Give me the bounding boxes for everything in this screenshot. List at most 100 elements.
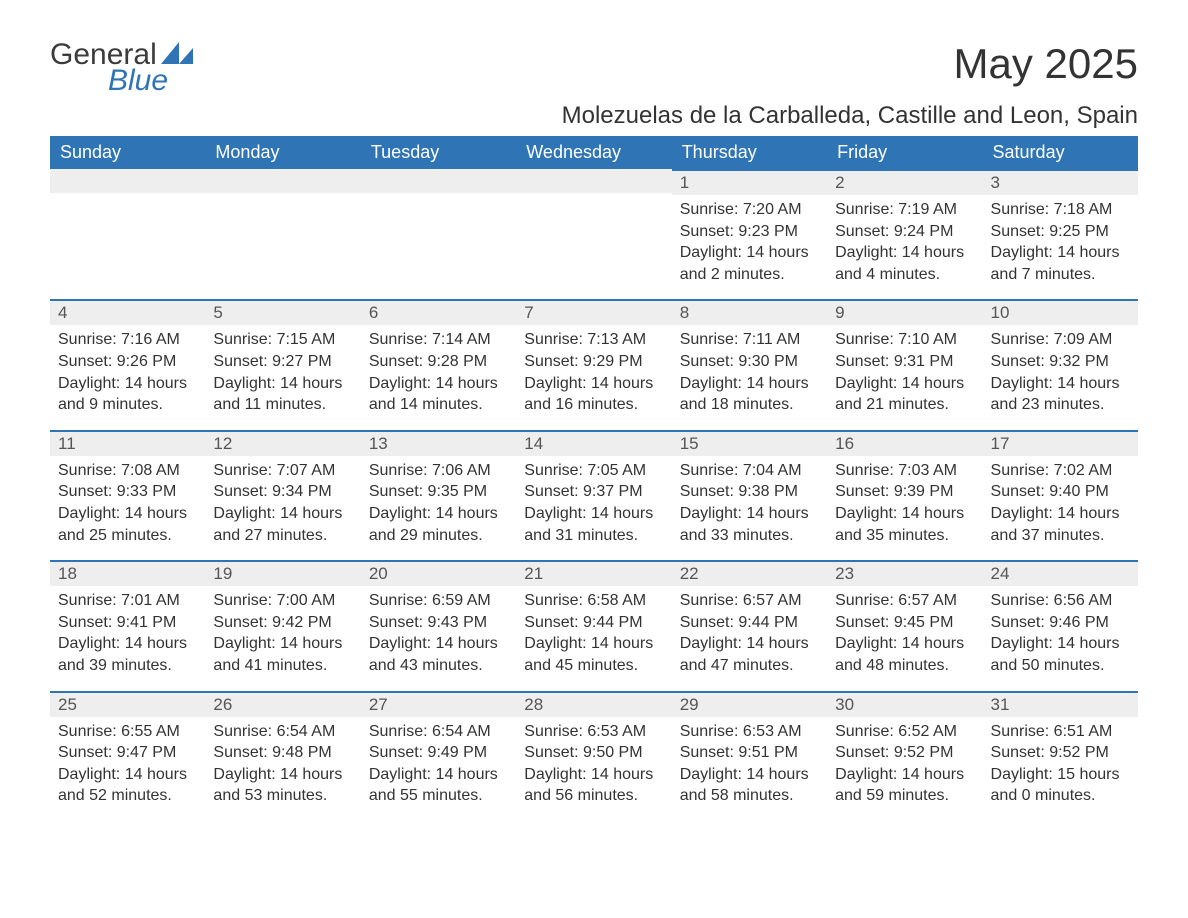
sunrise-text: Sunrise: 6:56 AM — [991, 590, 1130, 612]
calendar-cell — [50, 169, 205, 299]
sunset-text: Sunset: 9:52 PM — [835, 742, 974, 764]
day-details: Sunrise: 7:08 AMSunset: 9:33 PMDaylight:… — [50, 456, 205, 546]
sunset-text: Sunset: 9:42 PM — [213, 612, 352, 634]
calendar-cell: 4Sunrise: 7:16 AMSunset: 9:26 PMDaylight… — [50, 299, 205, 429]
weekday-header: Monday — [205, 136, 360, 169]
day-number: 22 — [672, 560, 827, 586]
daylight-line2: and 41 minutes. — [213, 655, 352, 677]
sunrise-text: Sunrise: 6:53 AM — [524, 721, 663, 743]
sunset-text: Sunset: 9:27 PM — [213, 351, 352, 373]
weekday-header: Thursday — [672, 136, 827, 169]
daylight-line1: Daylight: 14 hours — [835, 373, 974, 395]
day-details: Sunrise: 6:51 AMSunset: 9:52 PMDaylight:… — [983, 717, 1138, 807]
sunrise-text: Sunrise: 7:09 AM — [991, 329, 1130, 351]
sunrise-text: Sunrise: 6:52 AM — [835, 721, 974, 743]
daylight-line2: and 58 minutes. — [680, 785, 819, 807]
day-details: Sunrise: 6:55 AMSunset: 9:47 PMDaylight:… — [50, 717, 205, 807]
daylight-line2: and 53 minutes. — [213, 785, 352, 807]
calendar-cell: 1Sunrise: 7:20 AMSunset: 9:23 PMDaylight… — [672, 169, 827, 299]
calendar-cell: 30Sunrise: 6:52 AMSunset: 9:52 PMDayligh… — [827, 691, 982, 821]
calendar-cell: 11Sunrise: 7:08 AMSunset: 9:33 PMDayligh… — [50, 430, 205, 560]
daylight-line1: Daylight: 14 hours — [58, 764, 197, 786]
calendar-week-row: 18Sunrise: 7:01 AMSunset: 9:41 PMDayligh… — [50, 560, 1138, 690]
sunset-text: Sunset: 9:52 PM — [991, 742, 1130, 764]
day-details: Sunrise: 7:07 AMSunset: 9:34 PMDaylight:… — [205, 456, 360, 546]
daylight-line1: Daylight: 14 hours — [680, 373, 819, 395]
daylight-line2: and 27 minutes. — [213, 525, 352, 547]
sunrise-text: Sunrise: 6:51 AM — [991, 721, 1130, 743]
sunrise-text: Sunrise: 7:14 AM — [369, 329, 508, 351]
daylight-line2: and 7 minutes. — [991, 264, 1130, 286]
sunset-text: Sunset: 9:47 PM — [58, 742, 197, 764]
sunrise-text: Sunrise: 7:03 AM — [835, 460, 974, 482]
daylight-line1: Daylight: 14 hours — [680, 503, 819, 525]
sunset-text: Sunset: 9:26 PM — [58, 351, 197, 373]
daylight-line2: and 23 minutes. — [991, 394, 1130, 416]
daylight-line1: Daylight: 14 hours — [213, 373, 352, 395]
sunset-text: Sunset: 9:40 PM — [991, 481, 1130, 503]
weekday-header: Wednesday — [516, 136, 671, 169]
day-details: Sunrise: 7:09 AMSunset: 9:32 PMDaylight:… — [983, 325, 1138, 415]
day-number: 4 — [50, 299, 205, 325]
sunrise-text: Sunrise: 7:06 AM — [369, 460, 508, 482]
sunrise-text: Sunrise: 6:54 AM — [369, 721, 508, 743]
sunset-text: Sunset: 9:49 PM — [369, 742, 508, 764]
sunset-text: Sunset: 9:48 PM — [213, 742, 352, 764]
daylight-line2: and 14 minutes. — [369, 394, 508, 416]
daylight-line2: and 33 minutes. — [680, 525, 819, 547]
calendar-cell: 22Sunrise: 6:57 AMSunset: 9:44 PMDayligh… — [672, 560, 827, 690]
day-details: Sunrise: 7:14 AMSunset: 9:28 PMDaylight:… — [361, 325, 516, 415]
day-details: Sunrise: 6:57 AMSunset: 9:45 PMDaylight:… — [827, 586, 982, 676]
day-details: Sunrise: 6:56 AMSunset: 9:46 PMDaylight:… — [983, 586, 1138, 676]
day-details: Sunrise: 6:54 AMSunset: 9:49 PMDaylight:… — [361, 717, 516, 807]
daylight-line1: Daylight: 14 hours — [680, 242, 819, 264]
day-number: 30 — [827, 691, 982, 717]
day-number: 16 — [827, 430, 982, 456]
sunset-text: Sunset: 9:28 PM — [369, 351, 508, 373]
calendar-table: SundayMondayTuesdayWednesdayThursdayFrid… — [50, 136, 1138, 821]
daylight-line2: and 47 minutes. — [680, 655, 819, 677]
sunrise-text: Sunrise: 7:20 AM — [680, 199, 819, 221]
daylight-line2: and 18 minutes. — [680, 394, 819, 416]
sunset-text: Sunset: 9:39 PM — [835, 481, 974, 503]
calendar-cell: 7Sunrise: 7:13 AMSunset: 9:29 PMDaylight… — [516, 299, 671, 429]
daylight-line2: and 43 minutes. — [369, 655, 508, 677]
day-number: 15 — [672, 430, 827, 456]
daylight-line1: Daylight: 14 hours — [524, 503, 663, 525]
sunset-text: Sunset: 9:38 PM — [680, 481, 819, 503]
day-number: 29 — [672, 691, 827, 717]
day-details: Sunrise: 6:53 AMSunset: 9:50 PMDaylight:… — [516, 717, 671, 807]
daylight-line1: Daylight: 14 hours — [58, 633, 197, 655]
weekday-header: Sunday — [50, 136, 205, 169]
sunrise-text: Sunrise: 7:11 AM — [680, 329, 819, 351]
sunset-text: Sunset: 9:25 PM — [991, 221, 1130, 243]
sunrise-text: Sunrise: 7:05 AM — [524, 460, 663, 482]
calendar-cell — [516, 169, 671, 299]
day-number: 28 — [516, 691, 671, 717]
calendar-cell: 3Sunrise: 7:18 AMSunset: 9:25 PMDaylight… — [983, 169, 1138, 299]
day-number: 20 — [361, 560, 516, 586]
calendar-cell: 10Sunrise: 7:09 AMSunset: 9:32 PMDayligh… — [983, 299, 1138, 429]
daylight-line1: Daylight: 14 hours — [835, 633, 974, 655]
sunrise-text: Sunrise: 6:53 AM — [680, 721, 819, 743]
sunrise-text: Sunrise: 7:13 AM — [524, 329, 663, 351]
day-number: 21 — [516, 560, 671, 586]
weekday-header: Tuesday — [361, 136, 516, 169]
daylight-line1: Daylight: 14 hours — [213, 633, 352, 655]
weekday-header-row: SundayMondayTuesdayWednesdayThursdayFrid… — [50, 136, 1138, 169]
empty-day-header — [361, 169, 516, 193]
day-number: 14 — [516, 430, 671, 456]
sunset-text: Sunset: 9:44 PM — [680, 612, 819, 634]
calendar-cell: 8Sunrise: 7:11 AMSunset: 9:30 PMDaylight… — [672, 299, 827, 429]
daylight-line2: and 35 minutes. — [835, 525, 974, 547]
calendar-cell: 2Sunrise: 7:19 AMSunset: 9:24 PMDaylight… — [827, 169, 982, 299]
day-details: Sunrise: 7:16 AMSunset: 9:26 PMDaylight:… — [50, 325, 205, 415]
calendar-cell: 9Sunrise: 7:10 AMSunset: 9:31 PMDaylight… — [827, 299, 982, 429]
empty-day-header — [50, 169, 205, 193]
daylight-line1: Daylight: 14 hours — [524, 373, 663, 395]
calendar-cell: 24Sunrise: 6:56 AMSunset: 9:46 PMDayligh… — [983, 560, 1138, 690]
day-number: 27 — [361, 691, 516, 717]
calendar-cell: 16Sunrise: 7:03 AMSunset: 9:39 PMDayligh… — [827, 430, 982, 560]
daylight-line2: and 37 minutes. — [991, 525, 1130, 547]
sunrise-text: Sunrise: 6:58 AM — [524, 590, 663, 612]
